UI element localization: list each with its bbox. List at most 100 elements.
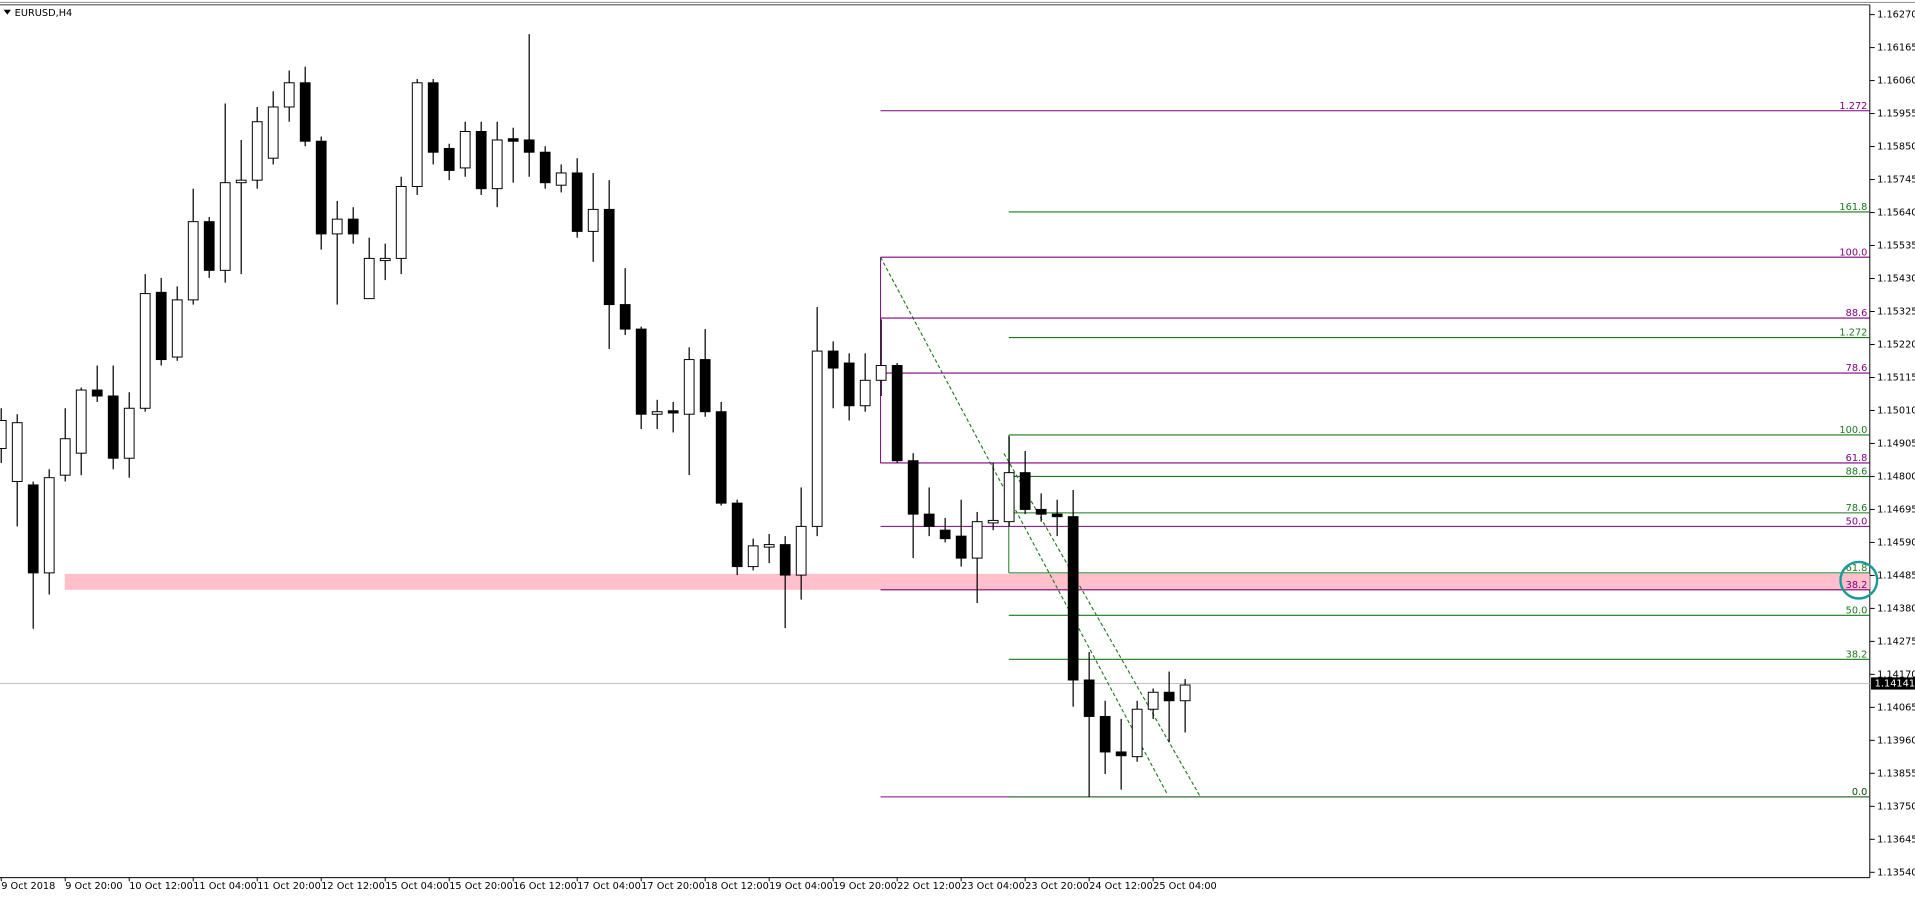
candle-body — [1019, 472, 1031, 510]
zone-layer — [0, 573, 1870, 684]
candle-body — [635, 328, 647, 415]
candle-body — [1083, 679, 1095, 717]
candle-body — [683, 359, 695, 415]
candle-body — [251, 121, 263, 181]
fib-label: 78.6 — [1846, 363, 1868, 374]
candle-body — [443, 147, 455, 171]
y-tick-label: 1.15640 — [1877, 208, 1915, 219]
x-tick-label: 19 Oct 20:00 — [833, 881, 897, 892]
y-tick-label: 1.14695 — [1877, 504, 1915, 515]
candle-body — [955, 535, 967, 559]
fib-label: 61.8 — [1846, 563, 1868, 574]
candle-body — [139, 293, 151, 409]
y-tick-label: 1.14485 — [1877, 570, 1915, 581]
candle-body — [0, 420, 7, 449]
candle-body — [875, 365, 887, 381]
x-tick-label: 22 Oct 12:00 — [897, 881, 961, 892]
fib-label: 1.272 — [1839, 328, 1867, 339]
y-tick-label: 1.13540 — [1877, 867, 1915, 878]
candle-body — [331, 218, 343, 235]
candle-body — [491, 139, 503, 190]
y-tick-label: 1.15115 — [1877, 372, 1915, 383]
candle-body — [603, 208, 615, 306]
x-tick-label: 9 Oct 20:00 — [65, 881, 122, 892]
fib-label: 1.272 — [1839, 101, 1867, 112]
fib-label: 50.0 — [1846, 517, 1868, 528]
candle-body — [507, 138, 519, 142]
candle-body — [715, 411, 727, 504]
candle-body — [91, 389, 103, 397]
x-tick-label: 24 Oct 12:00 — [1089, 881, 1153, 892]
y-tick-label: 1.14590 — [1877, 537, 1915, 548]
y-tick-label: 1.16060 — [1877, 76, 1915, 87]
y-tick-label: 1.15955 — [1877, 109, 1915, 120]
candle-body — [1131, 708, 1143, 758]
candle-body — [523, 139, 535, 153]
x-tick-label: 10 Oct 12:00 — [129, 881, 193, 892]
candle-body — [347, 218, 359, 235]
candle-body — [843, 362, 855, 407]
x-tick-label: 15 Oct 20:00 — [449, 881, 513, 892]
x-tick-label: 9 Oct 2018 — [1, 881, 55, 892]
candle-body — [299, 82, 311, 142]
candle-body — [971, 521, 983, 559]
candle-body — [939, 529, 951, 540]
candle-body — [779, 544, 791, 576]
current-price-box — [1871, 677, 1915, 690]
fib-label: 61.8 — [1846, 453, 1868, 464]
candle-body — [667, 410, 679, 414]
fib-label: 100.0 — [1839, 425, 1867, 436]
x-tick-label: 23 Oct 20:00 — [1025, 881, 1089, 892]
candle-body — [283, 82, 295, 108]
current-price-label: 1.14141 — [1875, 678, 1915, 689]
candle-body — [1067, 516, 1079, 681]
candle-body — [731, 502, 743, 568]
y-tick-label: 1.14800 — [1877, 471, 1915, 482]
candle-body — [315, 140, 327, 235]
x-tick-label: 19 Oct 04:00 — [769, 881, 833, 892]
x-tick-label: 15 Oct 04:00 — [385, 881, 449, 892]
fib-label: 161.8 — [1839, 202, 1867, 213]
x-tick-label: 11 Oct 04:00 — [193, 881, 257, 892]
candle-body — [43, 477, 55, 574]
fib-label: 88.6 — [1846, 308, 1868, 319]
fib-layer: 1.272 100.0 88.6 78.6 61.8 50.0 38.2 0.0 161.8 1.… — [880, 101, 1870, 798]
candle-body — [411, 82, 423, 187]
y-tick-label: 1.15430 — [1877, 274, 1915, 285]
candle-body — [1115, 751, 1127, 757]
y-tick-label: 1.13855 — [1877, 768, 1915, 779]
candle-body — [459, 130, 471, 169]
y-tick-label: 1.13960 — [1877, 735, 1915, 746]
candle-body — [379, 257, 391, 262]
candle-body — [1003, 472, 1015, 523]
chart-title: EURUSD,H4 — [15, 8, 73, 19]
candle-body — [203, 221, 215, 271]
candle-body — [27, 484, 39, 574]
candle-body — [219, 182, 231, 271]
candle-body — [59, 438, 71, 476]
fib-label: 0.0 — [1852, 787, 1868, 798]
candle-body — [587, 208, 599, 232]
candle-body — [1163, 691, 1175, 702]
y-tick-label: 1.14065 — [1877, 702, 1915, 713]
candles — [0, 34, 1191, 797]
candle-body — [1147, 691, 1159, 710]
y-tick-label: 1.15010 — [1877, 405, 1915, 416]
symbol-menu[interactable] — [3, 9, 11, 15]
candle-body — [571, 172, 583, 232]
y-tick-label: 1.16165 — [1877, 43, 1915, 54]
x-tick-label: 23 Oct 04:00 — [961, 881, 1025, 892]
candle-body — [619, 304, 631, 330]
fib-label: 38.2 — [1846, 580, 1868, 591]
y-tick-label: 1.15745 — [1877, 175, 1915, 186]
candle-body — [1099, 715, 1111, 753]
candle-body — [1035, 508, 1047, 515]
candle-body — [795, 525, 807, 576]
candle-body — [1179, 684, 1191, 702]
candle-body — [539, 151, 551, 184]
trend-line — [1003, 453, 1202, 798]
axis-layer: 1.16270 1.16165 1.16060 1.15955 1.15850 1.157… — [0, 10, 1915, 892]
y-tick-label: 1.16270 — [1877, 10, 1915, 21]
x-tick-label: 25 Oct 04:00 — [1153, 881, 1217, 892]
